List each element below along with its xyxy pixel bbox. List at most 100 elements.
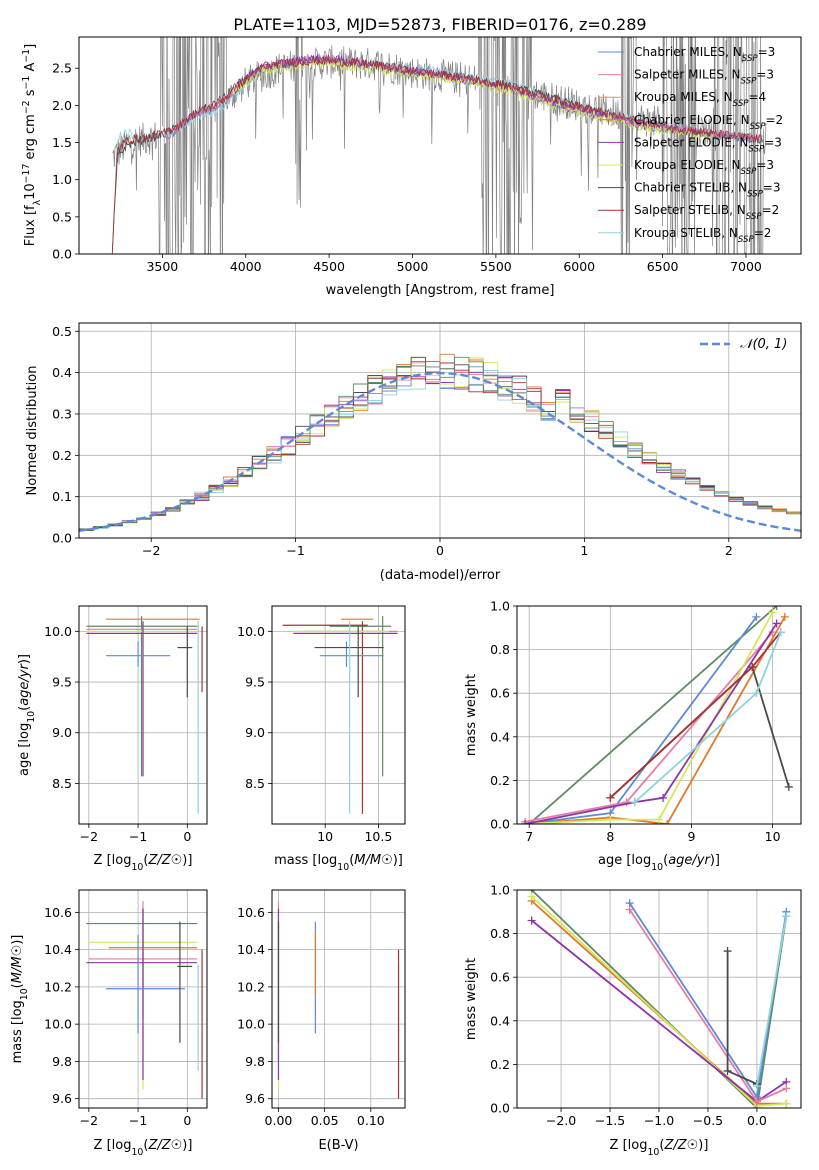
normal-curve [79, 371, 801, 532]
text-span: )] [698, 1138, 708, 1153]
point-marker [606, 793, 615, 802]
y-tick-label: 0.8 [490, 642, 510, 657]
axes-residuals: −2 −1 0 1 2 0.0 0.1 0.2 0.3 0.4 0.5 (data-model)/er… [25, 322, 802, 583]
weight-line [528, 606, 778, 824]
x-tick-label: −1.5 [595, 1113, 625, 1128]
y-tick-label: 0.0 [52, 247, 72, 262]
plot-area-mass_vs_EBV [272, 890, 405, 1108]
x-tick-label: −1 [129, 1113, 147, 1128]
text-span: age/yr [668, 853, 711, 868]
point-marker [772, 606, 781, 610]
text-span: SSP [746, 212, 763, 222]
text-span: mass [log [274, 853, 337, 868]
weight-line [756, 916, 788, 1087]
text-span: =3 [756, 158, 774, 172]
text-span: −1 [21, 49, 32, 63]
point-marker [723, 1066, 732, 1075]
x-tick-label: 0 [436, 543, 444, 558]
y-tick-label: 9.8 [52, 1054, 72, 1069]
y-tick-label: 10.2 [44, 979, 72, 994]
text-span: =4 [749, 90, 767, 104]
point-marker [663, 820, 672, 824]
text-span: Salpeter MILES, N [634, 68, 741, 82]
point-marker [655, 815, 663, 824]
x-tick-label: 4000 [230, 259, 262, 274]
y-axis-label: mass [log10(M/M☉)] [10, 935, 30, 1064]
text-span: 10 [651, 862, 663, 873]
y-tick-label: 9.6 [245, 1091, 265, 1106]
point-marker [752, 1082, 761, 1091]
model-line [165, 56, 763, 144]
text-span: λ [32, 199, 43, 205]
y-tick-label: 0.4 [490, 729, 510, 744]
y-tick-label: 0.1 [52, 489, 72, 504]
text-span: Chabrier ELODIE, N [634, 113, 750, 127]
text-span: Z/Z☉ [147, 1138, 182, 1153]
y-tick-label: 0.6 [490, 970, 510, 985]
plot-area-age_vs_Z [79, 606, 207, 824]
text-span: age/yr [17, 662, 32, 705]
text-span: Z/Z☉ [663, 1138, 698, 1153]
legend-entry: Kroupa ELODIE, NSSP=3 [634, 158, 774, 177]
text-span: Chabrier MILES, N [634, 45, 742, 59]
point-marker [622, 798, 631, 807]
legend-entry: Salpeter MILES, NSSP=3 [634, 68, 774, 87]
x-tick-label: 5000 [397, 259, 429, 274]
model-line [232, 60, 713, 141]
y-tick-label: 10.0 [237, 1017, 265, 1032]
y-tick-label: 0.2 [490, 773, 510, 788]
text-span: ( [663, 853, 668, 868]
y-tick-label: 10.4 [44, 942, 72, 957]
text-span: −2 [21, 100, 32, 114]
text-span: =3 [763, 181, 781, 195]
y-tick-label: 1.5 [52, 135, 72, 150]
x-tick-label: 0.00 [265, 1113, 293, 1128]
point-marker [659, 793, 668, 802]
text-span: ] [23, 44, 38, 49]
y-tick-label: 0.6 [490, 686, 510, 701]
axes-spectrum: 3500 4000 4500 5000 5500 6000 6500 7000 0.0 0.5 1.… [21, 36, 802, 298]
x-axis-label: Z [log10(Z/Z☉)] [610, 1138, 709, 1158]
text-span: M/M☉ [10, 945, 25, 983]
y-tick-label: 10.2 [237, 979, 265, 994]
text-span: 10 [23, 183, 38, 200]
x-tick-label: 9 [687, 829, 695, 844]
y-tick-label: 0.4 [490, 1013, 510, 1028]
text-span: −1 [21, 76, 32, 90]
y-tick-label: 9.6 [52, 1091, 72, 1106]
y-axis-label: age [log10(age/yr)] [17, 654, 37, 776]
legend-entry: 𝒩(0, 1) [740, 337, 787, 352]
text-span: Z [log [94, 853, 132, 868]
text-span: erg cm [23, 114, 38, 163]
text-span: Z [log [610, 1138, 648, 1153]
text-span: SSP [741, 167, 758, 177]
axes-weight_vs_Z: −2.0 −1.5 −1.0 −0.5 0.0 0.0 0.2 0.4 0.6 0.8 1.0 Z [… [464, 883, 802, 1158]
text-span: =2 [754, 226, 772, 240]
text-span: age [log [598, 853, 651, 868]
text-span: M/M☉ [354, 853, 392, 868]
legend-entry: Salpeter STELIB, NSSP=2 [634, 203, 779, 222]
y-tick-label: 10.6 [237, 905, 265, 920]
y-tick-label: 0.5 [52, 324, 72, 339]
legend-entry: Chabrier ELODIE, NSSP=2 [634, 113, 783, 132]
text-span: 10 [26, 711, 37, 723]
y-axis-label: mass weight [464, 674, 479, 756]
text-span: SSP [742, 54, 759, 64]
x-tick-label: −1 [286, 543, 304, 558]
x-tick-label: 6000 [563, 259, 595, 274]
text-span: ( [349, 853, 354, 868]
axes-frame [78, 889, 208, 1109]
y-tick-label: 0.5 [52, 209, 72, 224]
y-tick-label: 1.0 [490, 599, 510, 614]
x-tick-label: 4500 [313, 259, 345, 274]
legend-entry: Kroupa MILES, NSSP=4 [634, 90, 766, 109]
text-span: SSP [741, 77, 758, 87]
y-tick-label: 0.2 [52, 448, 72, 463]
x-tick-label: −1.0 [644, 1113, 674, 1128]
axes-frame [271, 889, 406, 1109]
text-span: mass weight [464, 958, 479, 1040]
text-span: SSP [748, 144, 765, 154]
y-tick-label: 9.8 [245, 1054, 265, 1069]
text-span: A [23, 63, 38, 76]
weight-line [531, 890, 788, 1108]
